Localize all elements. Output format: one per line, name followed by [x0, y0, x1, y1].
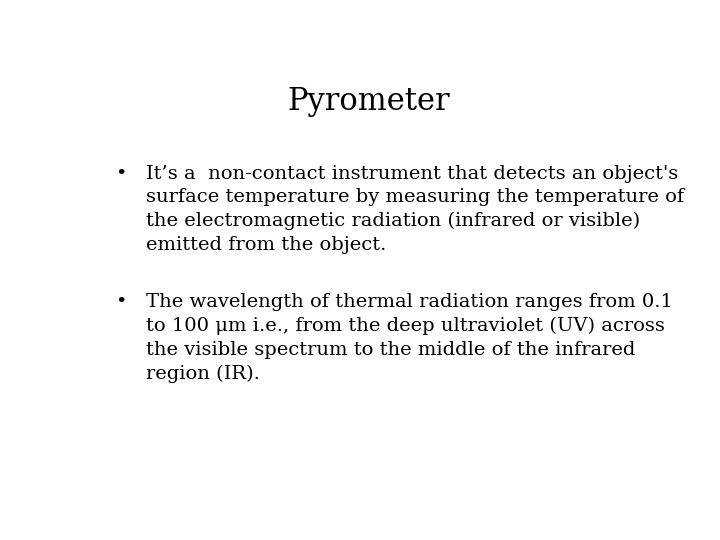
Text: It’s a  non-contact instrument that detects an object's
surface temperature by m: It’s a non-contact instrument that detec… [145, 165, 684, 254]
Text: The wavelength of thermal radiation ranges from 0.1
to 100 μm i.e., from the dee: The wavelength of thermal radiation rang… [145, 294, 672, 383]
Text: Pyrometer: Pyrometer [288, 85, 450, 117]
Text: •: • [115, 294, 127, 312]
Text: •: • [115, 165, 127, 183]
